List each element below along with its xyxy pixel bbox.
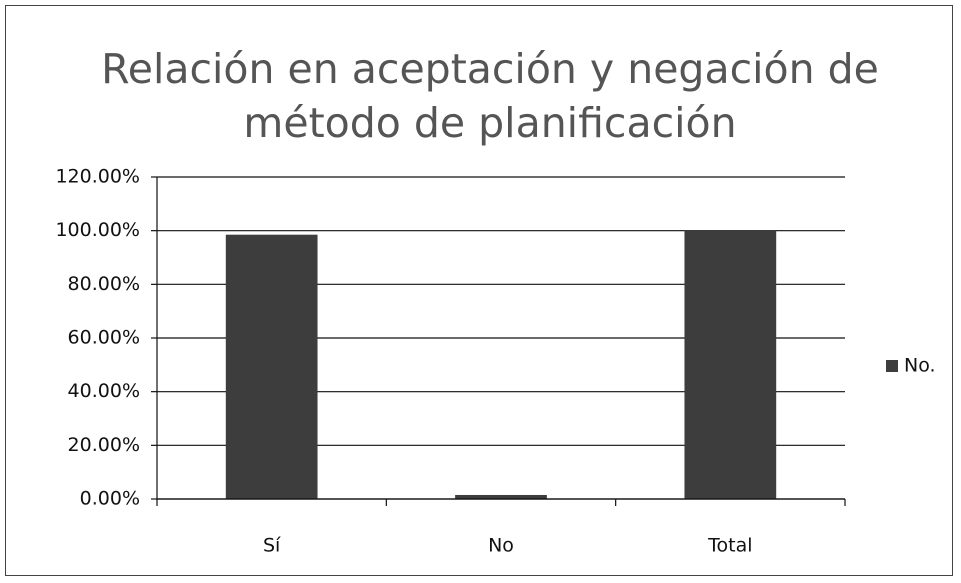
chart-frame [5, 5, 953, 576]
y-tick-label: 80.00% [68, 273, 140, 295]
chart-title: Relación en aceptación y negación de mét… [101, 45, 879, 147]
x-tick-label: No [488, 535, 514, 557]
legend-swatch [886, 360, 898, 372]
legend-label: No. [904, 355, 936, 377]
y-tick-label: 120.00% [55, 166, 140, 188]
x-tick-label: Total [707, 535, 752, 557]
bar [684, 230, 777, 499]
y-tick-label: 40.00% [68, 380, 140, 402]
bar [225, 234, 318, 500]
y-tick-label: 0.00% [80, 488, 140, 510]
y-tick-label: 20.00% [68, 434, 140, 456]
bar [455, 494, 547, 499]
y-tick-label: 60.00% [68, 327, 140, 349]
y-tick-label: 100.00% [55, 219, 140, 241]
x-tick-label: Sí [263, 535, 281, 557]
